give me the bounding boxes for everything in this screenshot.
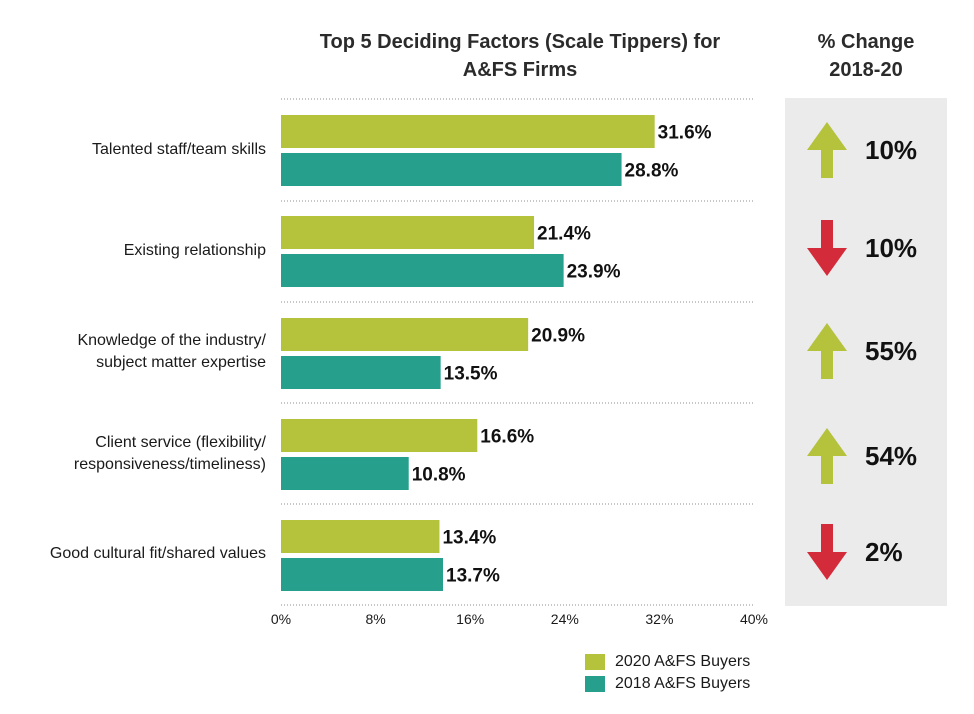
change-header-line2: 2018-20 — [829, 59, 903, 81]
x-tick-label-2: 16% — [456, 611, 484, 627]
value-label-2020-4: 13.4% — [442, 528, 496, 549]
category-label-1-line-0: Existing relationship — [123, 242, 266, 259]
category-label-2-line-0: Knowledge of the industry/ — [77, 332, 266, 349]
arrow-up-icon-shape — [807, 323, 847, 379]
bar-2018-4 — [281, 558, 444, 591]
category-label-2: Knowledge of the industry/subject matter… — [0, 330, 266, 374]
change-value-1: 10% — [865, 233, 918, 263]
category-label-2-line-1: subject matter expertise — [96, 354, 266, 371]
bar-2020-2 — [281, 318, 529, 351]
bar-2018-2 — [281, 356, 441, 389]
category-label-4: Good cultural fit/shared values — [0, 543, 266, 565]
arrow-up-icon-shape — [807, 428, 847, 484]
value-label-2018-0: 28.8% — [625, 161, 679, 182]
legend-item-2018: 2018 A&FS Buyers — [585, 673, 750, 695]
change-value-4: 2% — [865, 537, 903, 567]
value-label-2018-4: 13.7% — [446, 566, 500, 587]
bar-2020-0 — [281, 115, 655, 148]
chart-title-line1: Top 5 Deciding Factors (Scale Tippers) f… — [319, 31, 721, 53]
category-label-0-line-0: Talented staff/team skills — [91, 141, 266, 158]
change-row-2: 55% — [805, 321, 947, 381]
change-row-1: 10% — [805, 218, 947, 278]
value-label-2020-2: 20.9% — [531, 326, 585, 347]
category-label-3: Client service (flexibility/responsivene… — [0, 432, 266, 476]
legend: 2020 A&FS Buyers 2018 A&FS Buyers — [585, 651, 750, 695]
change-row-0: 10% — [805, 120, 947, 180]
bar-2018-0 — [281, 153, 622, 186]
value-label-2018-1: 23.9% — [567, 262, 621, 283]
bar-2020-3 — [281, 419, 478, 452]
chart-title: Top 5 Deciding Factors (Scale Tippers) f… — [282, 28, 758, 84]
x-tick-label-5: 40% — [740, 611, 768, 627]
x-tick-label-1: 8% — [365, 611, 385, 627]
bar-2020-4 — [281, 520, 440, 553]
value-label-2020-3: 16.6% — [480, 427, 534, 448]
change-header: % Change 2018-20 — [785, 28, 947, 84]
arrow-up-icon-shape — [807, 122, 847, 178]
value-label-2020-1: 21.4% — [537, 224, 591, 245]
change-panel — [785, 98, 947, 606]
bar-2018-3 — [281, 457, 409, 490]
arrow-down-icon — [807, 524, 847, 580]
chart-title-line2: A&FS Firms — [462, 59, 578, 81]
value-label-2018-3: 10.8% — [412, 465, 466, 486]
legend-label-2020: 2020 A&FS Buyers — [615, 653, 751, 670]
legend-item-2020: 2020 A&FS Buyers — [585, 651, 750, 673]
category-label-0: Talented staff/team skills — [0, 139, 266, 161]
x-tick-label-4: 32% — [645, 611, 673, 627]
value-label-2018-2: 13.5% — [444, 364, 498, 385]
change-value-0: 10% — [865, 135, 918, 165]
bar-2018-1 — [281, 254, 564, 287]
legend-swatch-2018 — [585, 676, 605, 692]
change-value-2: 55% — [865, 336, 918, 366]
category-label-4-line-0: Good cultural fit/shared values — [49, 545, 266, 562]
change-header-line1: % Change — [817, 31, 915, 53]
change-row-3: 54% — [805, 426, 947, 486]
x-tick-label-0: 0% — [271, 611, 291, 627]
category-label-1: Existing relationship — [0, 240, 266, 262]
category-label-3-line-0: Client service (flexibility/ — [95, 434, 266, 451]
arrow-up-icon — [807, 122, 847, 178]
change-row-4: 2% — [805, 522, 947, 582]
bar-2020-1 — [281, 216, 535, 249]
category-label-3-line-1: responsiveness/timeliness) — [73, 456, 266, 473]
arrow-down-icon-shape — [807, 220, 847, 276]
arrow-down-icon — [807, 220, 847, 276]
value-label-2020-0: 31.6% — [658, 123, 712, 144]
change-value-3: 54% — [865, 441, 918, 471]
arrow-down-icon-shape — [807, 524, 847, 580]
arrow-up-icon — [807, 323, 847, 379]
legend-label-2018: 2018 A&FS Buyers — [615, 675, 751, 692]
x-tick-label-3: 24% — [551, 611, 579, 627]
arrow-up-icon — [807, 428, 847, 484]
legend-swatch-2020 — [585, 654, 605, 670]
